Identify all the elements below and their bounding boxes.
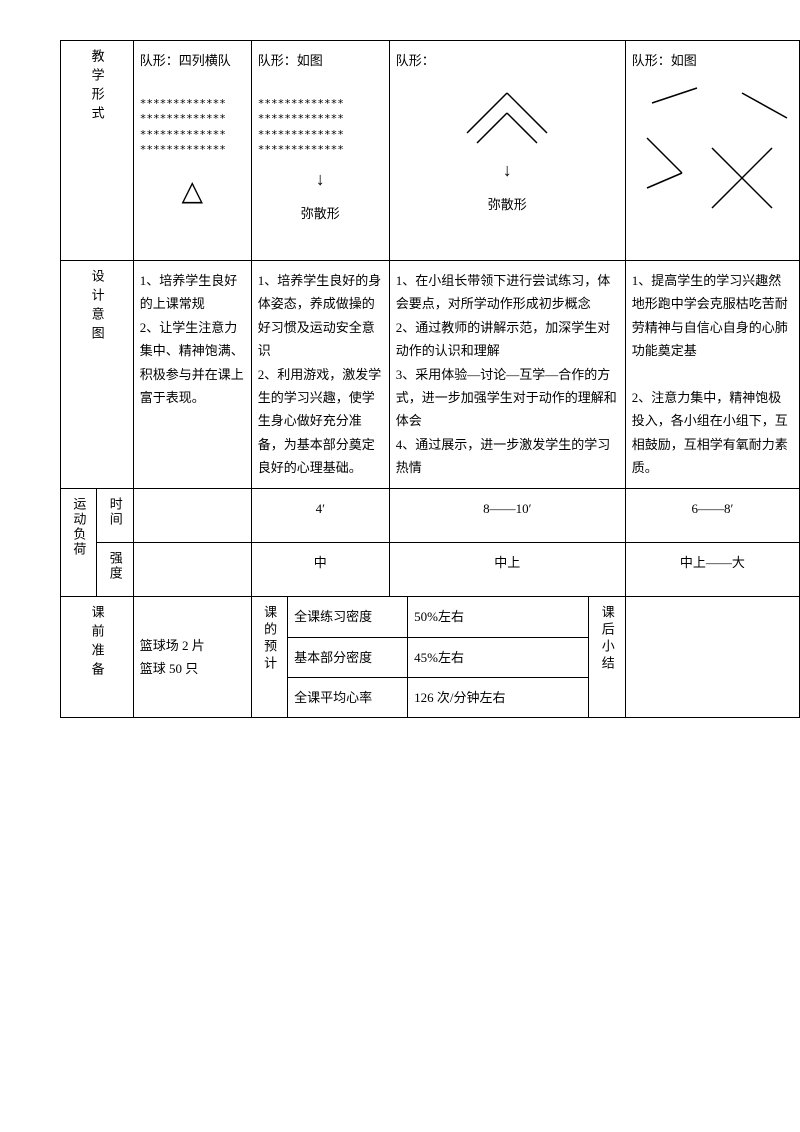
density-basic-l: 基本部分密度 bbox=[288, 637, 408, 677]
design-row-label: 设计意图 bbox=[61, 261, 134, 489]
dispersed-3m: 弥散形 bbox=[396, 193, 619, 216]
formation-c2: 队形：如图 ************* ************* ******… bbox=[251, 41, 389, 261]
intensity-c4: 中上——大 bbox=[625, 542, 799, 596]
triangle-icon-m: △ bbox=[140, 167, 245, 217]
time-c2: 4′ bbox=[251, 488, 389, 542]
chevron-icon-m bbox=[437, 78, 577, 148]
intensity-c2: 中 bbox=[251, 542, 389, 596]
scatter-icon-m bbox=[632, 78, 792, 218]
estimate-inner-table: 课的预计 全课练习密度 50%左右 课后小结 基本部分密度 45%左右 全课平均… bbox=[252, 597, 625, 717]
design-c4: 1、提高学生的学习兴趣然地形跑中学会克服枯吃苦耐劳精神与自信心自身的心肺功能奠定… bbox=[625, 261, 799, 489]
f2-header: 队形：如图 bbox=[258, 49, 383, 72]
density-hr-v: 126 次/分钟左右 bbox=[408, 678, 589, 718]
arrow-icon-2m: ↓ bbox=[258, 163, 383, 195]
density-basic-v: 45%左右 bbox=[408, 637, 589, 677]
density-full-l: 全课练习密度 bbox=[288, 597, 408, 637]
density-hr-l: 全课平均心率 bbox=[288, 678, 408, 718]
design-c3: 1、在小组长带领下进行尝试练习，体会要点，对所学动作形成初步概念 2、通过教师的… bbox=[389, 261, 625, 489]
summary-content-m bbox=[625, 597, 799, 718]
density-full-v: 50%左右 bbox=[408, 597, 589, 637]
intensity-row-label: 强度 bbox=[97, 542, 133, 596]
f4-header: 队形：如图 bbox=[632, 49, 793, 72]
time-c4: 6——8′ bbox=[625, 488, 799, 542]
formation-c4: 队形：如图 bbox=[625, 41, 799, 261]
intensity-c1 bbox=[133, 542, 251, 596]
intensity-c3: 中上 bbox=[389, 542, 625, 596]
formation-c3: 队形： ↓ 弥散形 bbox=[389, 41, 625, 261]
prep-row-label: 课前准备 bbox=[61, 597, 134, 718]
arrow-icon-3m: ↓ bbox=[396, 154, 619, 186]
design-c1: 1、培养学生良好的上课常规 2、让学生注意力集中、精神饱满、积极参与并在课上富于… bbox=[133, 261, 251, 489]
f2-stars: ************* ************* ************… bbox=[258, 96, 383, 158]
formation-c1: 队形：四列横队 ************* ************* ****… bbox=[133, 41, 251, 261]
prep-estimate-block: 课的预计 全课练习密度 50%左右 课后小结 基本部分密度 45%左右 全课平均… bbox=[251, 597, 625, 718]
f1-header: 队形：四列横队 bbox=[140, 49, 245, 72]
prep-materials-m: 篮球场 2 片 篮球 50 只 bbox=[133, 597, 251, 718]
lesson-plan-table-main: 教学形式 队形：四列横队 ************* *************… bbox=[60, 40, 800, 718]
dispersed-2m: 弥散形 bbox=[258, 202, 383, 225]
load-row-label: 运动负荷 bbox=[61, 488, 97, 597]
time-c1 bbox=[133, 488, 251, 542]
design-c2: 1、培养学生良好的身体姿态，养成做操的好习惯及运动安全意识 2、利用游戏，激发学… bbox=[251, 261, 389, 489]
f1-stars: ************* ************* ************… bbox=[140, 96, 245, 158]
time-c3: 8——10′ bbox=[389, 488, 625, 542]
summary-label-m: 课后小结 bbox=[589, 597, 625, 717]
f3-header: 队形： bbox=[396, 49, 619, 72]
formation-row-label: 教学形式 bbox=[61, 41, 134, 261]
estimate-label-m: 课的预计 bbox=[252, 597, 288, 717]
time-row-label: 时间 bbox=[97, 488, 133, 542]
